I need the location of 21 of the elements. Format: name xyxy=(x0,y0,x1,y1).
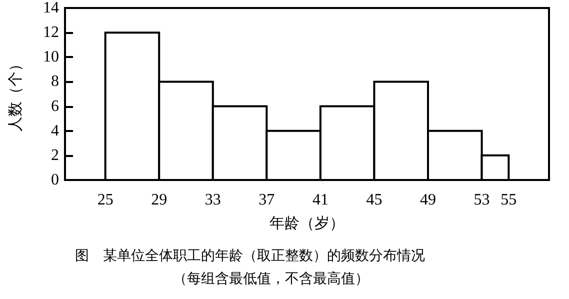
text: 图 某单位全体职工的年龄（取正整数）的频数分布情况 xyxy=(75,247,425,263)
y-tick-label: 4 xyxy=(51,122,59,140)
x-axis-title: 年龄（岁） xyxy=(270,215,344,232)
text: （每组含最低值，不含最高值） xyxy=(173,270,369,286)
x-tick-label: 55 xyxy=(500,192,517,208)
x-tick-label: 37 xyxy=(258,192,275,208)
y-tick-label: 0 xyxy=(51,172,59,188)
x-tick-label: 33 xyxy=(204,192,221,208)
x-tick-label: 53 xyxy=(474,192,490,208)
y-tick-label: 12 xyxy=(43,24,59,42)
y-axis-title: 人数（个） xyxy=(7,56,24,132)
y-tick-label: 8 xyxy=(51,73,59,90)
y-tick-label: 10 xyxy=(43,48,59,66)
y-tick-label: 14 xyxy=(43,0,59,16)
y-tick-label: 2 xyxy=(51,146,59,164)
x-tick-label: 29 xyxy=(151,192,168,208)
x-tick-label: 49 xyxy=(420,192,436,208)
x-tick-label: 45 xyxy=(366,192,382,208)
x-tick-label: 25 xyxy=(97,192,114,208)
y-tick-label: 6 xyxy=(51,98,59,115)
x-tick-label: 41 xyxy=(312,192,328,208)
